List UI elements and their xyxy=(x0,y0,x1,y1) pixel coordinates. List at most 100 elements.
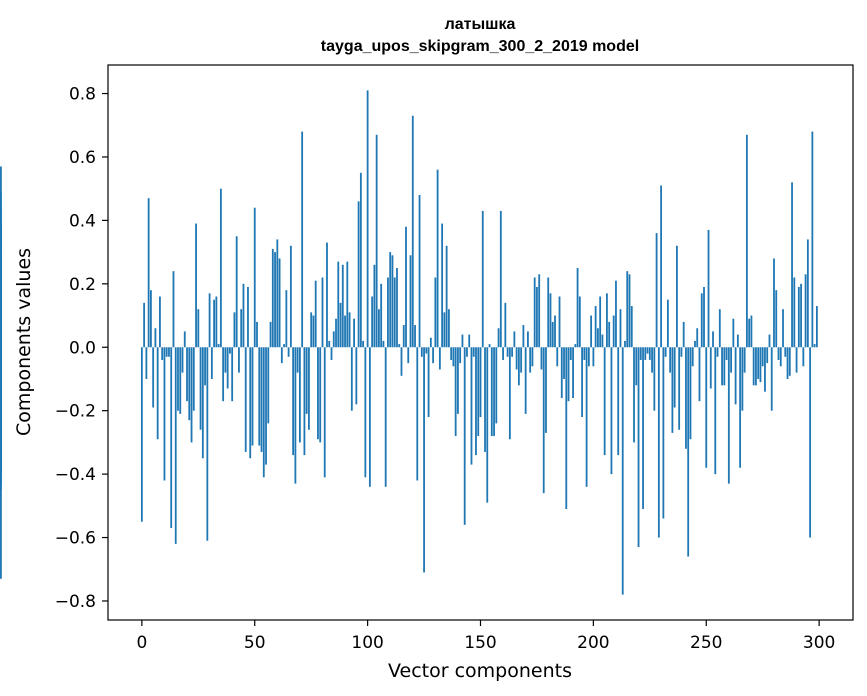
bar-98 xyxy=(362,340,365,348)
bar-99 xyxy=(364,347,367,478)
bar-243 xyxy=(689,347,692,440)
bar-257 xyxy=(721,347,723,386)
bar-254 xyxy=(714,347,717,475)
bar-213 xyxy=(621,347,624,595)
bar-61 xyxy=(278,258,281,348)
bar-36 xyxy=(222,347,225,402)
bar-215 xyxy=(626,271,629,348)
bar-135 xyxy=(445,245,448,348)
bar-126 xyxy=(425,347,428,354)
bar-250 xyxy=(705,347,708,468)
bar-188 xyxy=(565,347,568,509)
bar-234 xyxy=(669,347,672,373)
bar-77 xyxy=(314,280,317,348)
bar-68 xyxy=(294,347,297,484)
bar-182 xyxy=(551,321,554,348)
bar-161 xyxy=(504,302,507,348)
bar-169 xyxy=(522,325,525,348)
bar-70 xyxy=(298,347,301,443)
bar-2 xyxy=(145,347,148,379)
bar-102 xyxy=(371,296,374,348)
bar-113 xyxy=(396,267,398,348)
bar-236 xyxy=(673,347,676,408)
bar-111 xyxy=(391,255,394,348)
bar-75 xyxy=(310,312,313,348)
bar-48 xyxy=(249,347,252,459)
x-tick-label: 250 xyxy=(690,633,722,653)
bar-undefined xyxy=(0,166,2,348)
bar-264 xyxy=(736,334,739,348)
bar-278 xyxy=(768,334,771,348)
x-tick-label: 150 xyxy=(464,633,496,653)
bar-51 xyxy=(256,321,258,348)
bar-55 xyxy=(265,347,267,465)
bar-56 xyxy=(267,347,270,424)
bar-81 xyxy=(323,347,326,478)
bar-23 xyxy=(192,347,195,411)
bar-45 xyxy=(242,283,245,348)
bar-115 xyxy=(400,347,403,376)
bar-201 xyxy=(594,306,597,348)
bar-43 xyxy=(238,347,240,373)
bar-251 xyxy=(707,229,710,348)
bar-93 xyxy=(350,347,353,411)
bar-228 xyxy=(655,233,658,348)
bar-76 xyxy=(312,315,315,348)
bar-124 xyxy=(420,347,423,357)
bar-64 xyxy=(285,290,288,348)
bar-208 xyxy=(610,347,613,475)
bar-3 xyxy=(147,198,150,348)
bar-290 xyxy=(795,347,798,373)
bar-116 xyxy=(402,325,405,348)
bar-40 xyxy=(231,347,234,402)
bar-237 xyxy=(676,245,678,348)
bar-38 xyxy=(226,347,229,389)
bar-244 xyxy=(691,347,694,367)
bar-241 xyxy=(685,347,687,449)
bar-62 xyxy=(280,347,283,364)
bar-170 xyxy=(524,347,527,414)
bar-103 xyxy=(373,264,376,348)
bar-108 xyxy=(384,347,387,487)
bar-178 xyxy=(542,347,545,494)
bar-239 xyxy=(680,347,683,357)
bar-29 xyxy=(206,347,209,541)
bar-294 xyxy=(804,274,807,348)
bar-160 xyxy=(502,347,504,360)
bar-195 xyxy=(581,347,583,418)
bar-155 xyxy=(490,347,493,437)
bar-16 xyxy=(177,347,179,411)
bar-248 xyxy=(700,293,703,348)
bar-27 xyxy=(201,347,204,459)
bar-49 xyxy=(251,347,254,446)
bar-31 xyxy=(210,347,213,379)
y-axis: −0.8 −0.6 −0.4 −0.2 0.0 0.2 0.4 0.6 0.8 xyxy=(55,85,108,612)
bar-277 xyxy=(766,347,769,364)
bar-179 xyxy=(545,347,547,433)
bar-14 xyxy=(172,271,175,348)
bar-121 xyxy=(414,325,416,348)
bar-71 xyxy=(301,131,304,348)
bar-72 xyxy=(303,347,306,456)
bar-83 xyxy=(328,340,331,348)
bar-132 xyxy=(438,347,441,370)
y-tick-label: −0.2 xyxy=(55,402,96,422)
bar-180 xyxy=(547,277,550,348)
bar-190 xyxy=(569,347,572,360)
bar-204 xyxy=(601,334,604,348)
bar-247 xyxy=(698,347,701,402)
bar-297 xyxy=(811,131,814,348)
bar-163 xyxy=(508,347,511,440)
bar-256 xyxy=(718,309,721,348)
bar-238 xyxy=(678,347,681,430)
bar-222 xyxy=(642,347,644,509)
bar-53 xyxy=(260,347,263,452)
bar-88 xyxy=(339,302,342,348)
x-tick-label: 0 xyxy=(136,633,147,653)
bar-156 xyxy=(493,347,495,437)
bar-65 xyxy=(287,347,290,357)
bar-91 xyxy=(346,261,349,348)
bar-6 xyxy=(154,328,157,348)
bar-263 xyxy=(734,347,737,405)
bar-47 xyxy=(247,287,249,348)
